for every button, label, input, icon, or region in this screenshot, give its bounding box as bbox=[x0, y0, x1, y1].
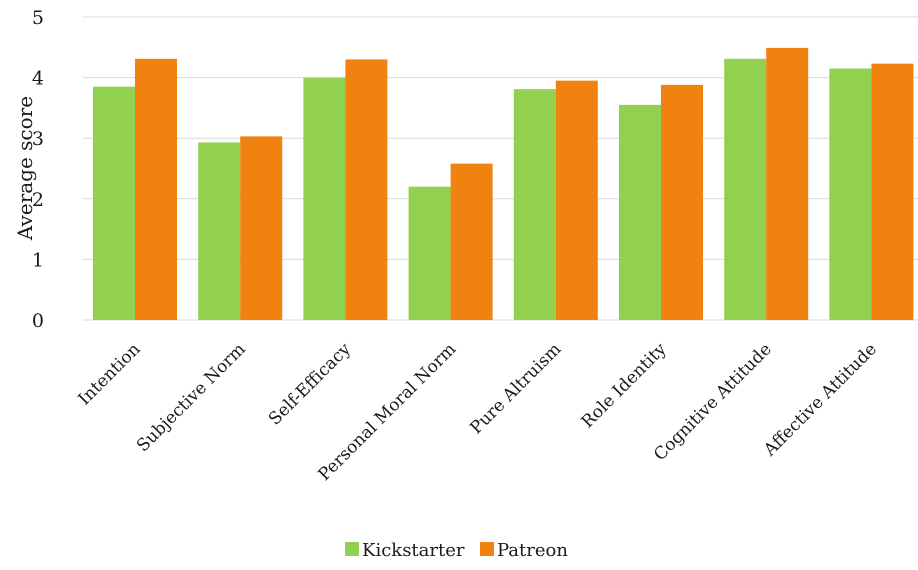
y-axis-label: Average score bbox=[13, 96, 37, 241]
bar-patreon-5 bbox=[661, 84, 703, 320]
bar-patreon-6 bbox=[766, 47, 809, 320]
y-axis-ticks: 0 1 2 3 4 5 bbox=[32, 7, 44, 332]
bar-patreon-4 bbox=[555, 80, 598, 320]
legend-label-patreon: Patreon bbox=[497, 540, 568, 561]
bar-kickstarter-4 bbox=[513, 89, 556, 320]
legend-swatch-kickstarter bbox=[345, 542, 359, 556]
bars bbox=[93, 47, 914, 321]
y-tick-label: 5 bbox=[32, 7, 44, 29]
y-tick-label: 1 bbox=[32, 249, 44, 271]
y-tick-label: 4 bbox=[32, 68, 44, 90]
y-tick-label: 3 bbox=[32, 128, 44, 150]
x-tick-label: Intention bbox=[75, 339, 145, 409]
y-tick-label: 2 bbox=[32, 189, 44, 211]
bar-kickstarter-5 bbox=[619, 104, 661, 321]
bar-kickstarter-7 bbox=[829, 68, 872, 320]
bar-patreon-0 bbox=[135, 58, 177, 321]
y-tick-label: 0 bbox=[32, 310, 44, 332]
legend-swatch-patreon bbox=[480, 542, 494, 556]
x-tick-label: Subjective Norm bbox=[133, 339, 250, 456]
legend-label-kickstarter: Kickstarter bbox=[362, 540, 465, 561]
x-tick-label: Cognitive Attitude bbox=[650, 339, 776, 465]
legend: Kickstarter Patreon bbox=[345, 540, 568, 561]
bar-kickstarter-2 bbox=[303, 77, 346, 320]
bar-kickstarter-3 bbox=[408, 186, 451, 320]
bar-patreon-2 bbox=[345, 59, 388, 321]
x-tick-label: Role Identity bbox=[578, 339, 671, 432]
bar-patreon-1 bbox=[240, 136, 283, 320]
bar-patreon-3 bbox=[450, 163, 493, 320]
x-tick-label: Affective Attitude bbox=[759, 339, 880, 460]
bar-kickstarter-1 bbox=[198, 142, 241, 320]
x-tick-label: Self-Efficacy bbox=[265, 339, 355, 429]
bar-kickstarter-6 bbox=[724, 58, 767, 321]
bar-kickstarter-0 bbox=[93, 86, 135, 320]
x-tick-label: Pure Altruism bbox=[466, 339, 565, 438]
bar-patreon-7 bbox=[871, 63, 914, 321]
